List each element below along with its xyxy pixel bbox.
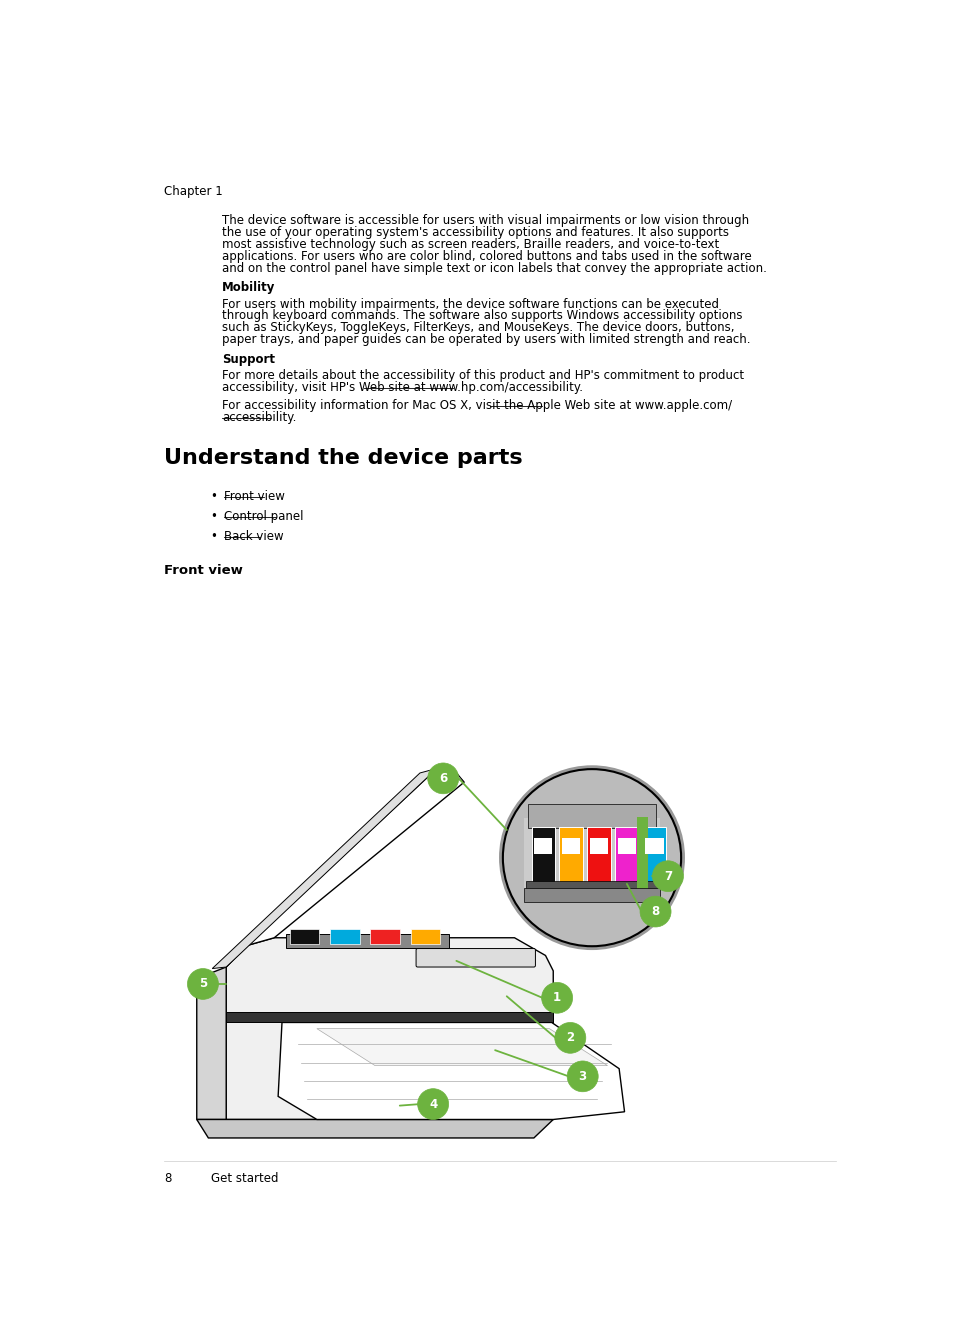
Text: 1: 1 <box>553 991 560 1004</box>
Polygon shape <box>196 967 226 1119</box>
FancyBboxPatch shape <box>587 827 610 882</box>
FancyBboxPatch shape <box>528 803 656 828</box>
FancyBboxPatch shape <box>645 839 663 853</box>
Text: 8: 8 <box>164 1172 172 1185</box>
Text: Back view: Back view <box>224 530 283 543</box>
Text: •: • <box>211 510 217 523</box>
Text: the use of your operating system's accessibility options and features. It also s: the use of your operating system's acces… <box>222 226 728 239</box>
Polygon shape <box>226 769 464 967</box>
Text: 4: 4 <box>429 1098 436 1111</box>
Circle shape <box>555 1022 585 1053</box>
Text: For accessibility information for Mac OS X, visit the Apple Web site at www.appl: For accessibility information for Mac OS… <box>222 399 732 412</box>
Text: paper trays, and paper guides can be operated by users with limited strength and: paper trays, and paper guides can be ope… <box>222 333 750 346</box>
FancyBboxPatch shape <box>286 934 448 947</box>
Polygon shape <box>278 1022 624 1119</box>
Text: most assistive technology such as screen readers, Braille readers, and voice-to-: most assistive technology such as screen… <box>222 238 719 251</box>
FancyBboxPatch shape <box>561 839 579 853</box>
FancyBboxPatch shape <box>589 839 608 853</box>
Text: and on the control panel have simple text or icon labels that convey the appropr: and on the control panel have simple tex… <box>222 262 766 275</box>
Text: •: • <box>211 530 217 543</box>
FancyBboxPatch shape <box>617 839 636 853</box>
FancyBboxPatch shape <box>290 929 319 945</box>
Text: The device software is accessible for users with visual impairments or low visio: The device software is accessible for us… <box>222 214 749 227</box>
Text: such as StickyKeys, ToggleKeys, FilterKeys, and MouseKeys. The device doors, but: such as StickyKeys, ToggleKeys, FilterKe… <box>222 321 734 334</box>
Text: Front view: Front view <box>164 564 243 577</box>
Circle shape <box>639 896 670 927</box>
Circle shape <box>498 765 684 950</box>
Text: 3: 3 <box>578 1070 586 1083</box>
Text: Front view: Front view <box>224 490 284 503</box>
Text: 8: 8 <box>651 905 659 918</box>
Text: 2: 2 <box>566 1032 574 1045</box>
FancyBboxPatch shape <box>642 827 666 882</box>
Polygon shape <box>226 1012 553 1022</box>
Text: Get started: Get started <box>211 1172 278 1185</box>
FancyBboxPatch shape <box>637 816 647 892</box>
Text: For users with mobility impairments, the device software functions can be execut: For users with mobility impairments, the… <box>222 297 719 310</box>
FancyBboxPatch shape <box>523 889 659 902</box>
Circle shape <box>417 1089 448 1119</box>
Polygon shape <box>212 769 436 968</box>
FancyBboxPatch shape <box>370 929 399 945</box>
Text: Support: Support <box>222 353 275 366</box>
Circle shape <box>187 968 218 1000</box>
Text: •: • <box>211 490 217 503</box>
Text: For more details about the accessibility of this product and HP's commitment to : For more details about the accessibility… <box>222 369 743 382</box>
Polygon shape <box>196 1119 553 1137</box>
Circle shape <box>427 764 458 794</box>
FancyBboxPatch shape <box>416 948 535 967</box>
Text: Chapter 1: Chapter 1 <box>164 185 223 198</box>
Circle shape <box>502 769 680 946</box>
Text: through keyboard commands. The software also supports Windows accessibility opti: through keyboard commands. The software … <box>222 309 742 322</box>
Polygon shape <box>226 938 553 1119</box>
FancyBboxPatch shape <box>525 881 659 892</box>
Text: applications. For users who are color blind, colored buttons and tabs used in th: applications. For users who are color bl… <box>222 250 751 263</box>
Text: accessibility, visit HP's Web site at www.hp.com/accessibility.: accessibility, visit HP's Web site at ww… <box>222 380 582 394</box>
Text: Control panel: Control panel <box>224 510 303 523</box>
FancyBboxPatch shape <box>410 929 439 945</box>
Circle shape <box>541 983 572 1013</box>
Polygon shape <box>316 1029 607 1066</box>
Text: Understand the device parts: Understand the device parts <box>164 448 522 468</box>
FancyBboxPatch shape <box>531 827 555 882</box>
Text: 5: 5 <box>198 978 207 991</box>
Polygon shape <box>436 769 464 782</box>
Text: 7: 7 <box>663 869 671 882</box>
FancyBboxPatch shape <box>615 827 638 882</box>
Text: 6: 6 <box>438 771 447 785</box>
Text: accessibility.: accessibility. <box>222 411 296 424</box>
FancyBboxPatch shape <box>558 827 582 882</box>
FancyBboxPatch shape <box>523 818 659 902</box>
Text: Mobility: Mobility <box>222 281 275 295</box>
FancyBboxPatch shape <box>330 929 359 945</box>
FancyBboxPatch shape <box>534 839 552 853</box>
Circle shape <box>567 1061 598 1091</box>
Circle shape <box>652 861 682 892</box>
